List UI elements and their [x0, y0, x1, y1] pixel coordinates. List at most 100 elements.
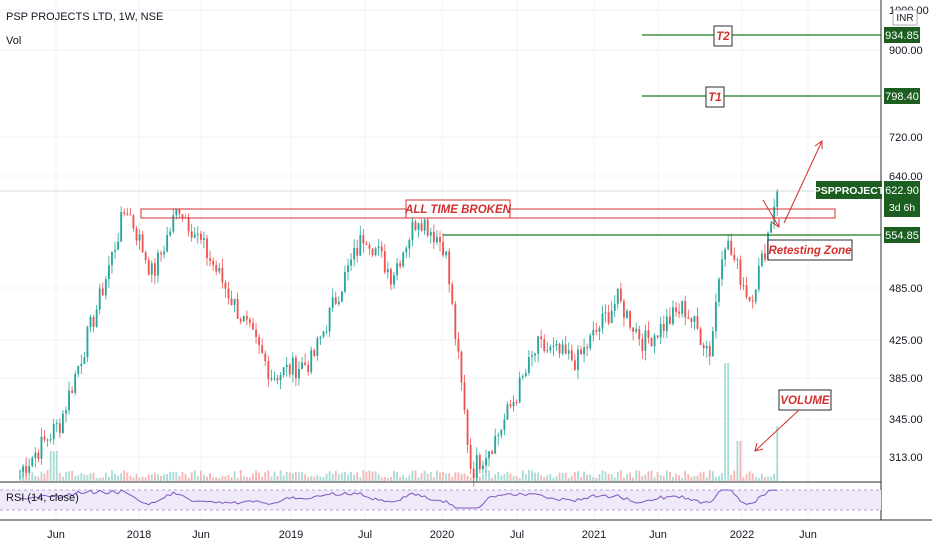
candle-body: [721, 259, 723, 280]
candle-body: [285, 364, 288, 368]
volume-bar: [687, 474, 690, 481]
candle-body: [623, 301, 625, 318]
candle-body: [460, 351, 463, 383]
volume-arrow: [754, 409, 800, 452]
candle-body: [178, 209, 181, 215]
volume-bar: [239, 470, 242, 481]
candle-body: [117, 241, 120, 250]
volume-bar: [601, 470, 604, 481]
volume-legend-label[interactable]: Vol: [6, 35, 22, 47]
symbol-badge: [816, 181, 882, 199]
time-tick-label: Jun: [192, 529, 210, 541]
candle-body: [718, 279, 720, 302]
symbol-title[interactable]: PSP PROJECTS LTD, 1W, NSE: [6, 11, 164, 23]
volume-bar: [616, 471, 619, 481]
volume-bar: [58, 473, 61, 481]
volume-bar: [555, 476, 558, 481]
candle-body: [745, 285, 748, 298]
candle-body: [506, 404, 509, 420]
candle-body: [43, 436, 46, 440]
candle-body: [570, 350, 573, 361]
volume-bar: [442, 471, 444, 481]
candle-body: [319, 336, 322, 339]
volume-bar: [322, 477, 325, 481]
candle-body: [132, 215, 135, 229]
candle-body: [221, 267, 224, 283]
volume-bar: [668, 472, 671, 481]
volume-bar: [745, 474, 748, 481]
volume-bar: [37, 476, 40, 481]
volume-bar: [650, 470, 653, 481]
volume-bar: [518, 477, 521, 481]
volume-bar: [383, 476, 386, 481]
volume-bar: [417, 477, 420, 481]
candle-body: [540, 336, 543, 340]
candle-body: [705, 345, 708, 349]
candle-body: [255, 329, 257, 337]
candle-body: [40, 436, 43, 459]
candle-body: [659, 323, 662, 338]
t1-label: T1: [708, 92, 721, 104]
volume-bar: [245, 477, 248, 481]
volume-bar: [61, 476, 64, 481]
time-tick-label: Jun: [799, 529, 817, 541]
candle-body: [693, 316, 696, 322]
volume-bar: [227, 474, 230, 481]
candle-body: [153, 263, 156, 276]
candle-body: [169, 231, 172, 235]
volume-bar: [206, 476, 208, 481]
volume-bar: [276, 476, 279, 481]
candle-body: [111, 251, 113, 266]
volume-bar: [748, 471, 751, 481]
volume-bar: [586, 474, 589, 481]
candle-body: [74, 373, 77, 393]
currency-box[interactable]: [892, 9, 918, 26]
volume-bar: [187, 477, 190, 481]
candle-body: [150, 263, 153, 275]
candle-body: [687, 317, 690, 319]
rsi-legend-label[interactable]: RSI (14, close): [6, 492, 79, 504]
candle-body: [86, 327, 89, 358]
volume-bar: [561, 472, 564, 481]
candle-body: [429, 231, 432, 236]
candle-body: [518, 377, 521, 403]
candle-body: [374, 248, 377, 256]
volume-bar: [733, 470, 736, 481]
volume-bar: [49, 451, 52, 481]
candle-body: [537, 336, 540, 354]
volume-bar: [730, 474, 733, 481]
volume-bar: [132, 477, 135, 481]
currency-label: INR: [896, 13, 913, 24]
volume-bar: [521, 470, 524, 481]
time-axis[interactable]: Jun 2018 Jun 2019 Jul 2020 Jul 2021 Jun 2022 Jun: [47, 529, 817, 541]
volume-bar: [68, 471, 70, 481]
volume-bar: [724, 363, 727, 481]
volume-bar: [463, 473, 466, 481]
all-time-broken-box: [405, 199, 511, 219]
candle-body: [414, 221, 417, 230]
candle-body: [347, 265, 349, 273]
candle-body: [160, 252, 162, 255]
volume-bar: [411, 471, 414, 481]
candle-body: [595, 329, 598, 332]
candle-body: [22, 466, 24, 472]
candle-body: [760, 253, 763, 266]
volume-bar: [181, 472, 184, 481]
volume-bar: [123, 470, 126, 481]
last-price-value: 622.90: [885, 185, 919, 197]
volume-bar: [757, 477, 760, 481]
candle-body: [436, 237, 438, 243]
t2-price-value: 934.85: [885, 30, 919, 42]
candle-body: [512, 401, 515, 407]
candle-body: [445, 251, 448, 256]
price-candles[interactable]: [19, 189, 779, 487]
volume-bar: [157, 474, 159, 481]
volume-bar: [350, 471, 353, 481]
candle-body: [393, 275, 395, 285]
candle-body: [209, 258, 211, 261]
volume-bar: [638, 470, 641, 481]
time-tick-label: Jul: [510, 529, 524, 541]
volume-bar: [107, 476, 110, 481]
